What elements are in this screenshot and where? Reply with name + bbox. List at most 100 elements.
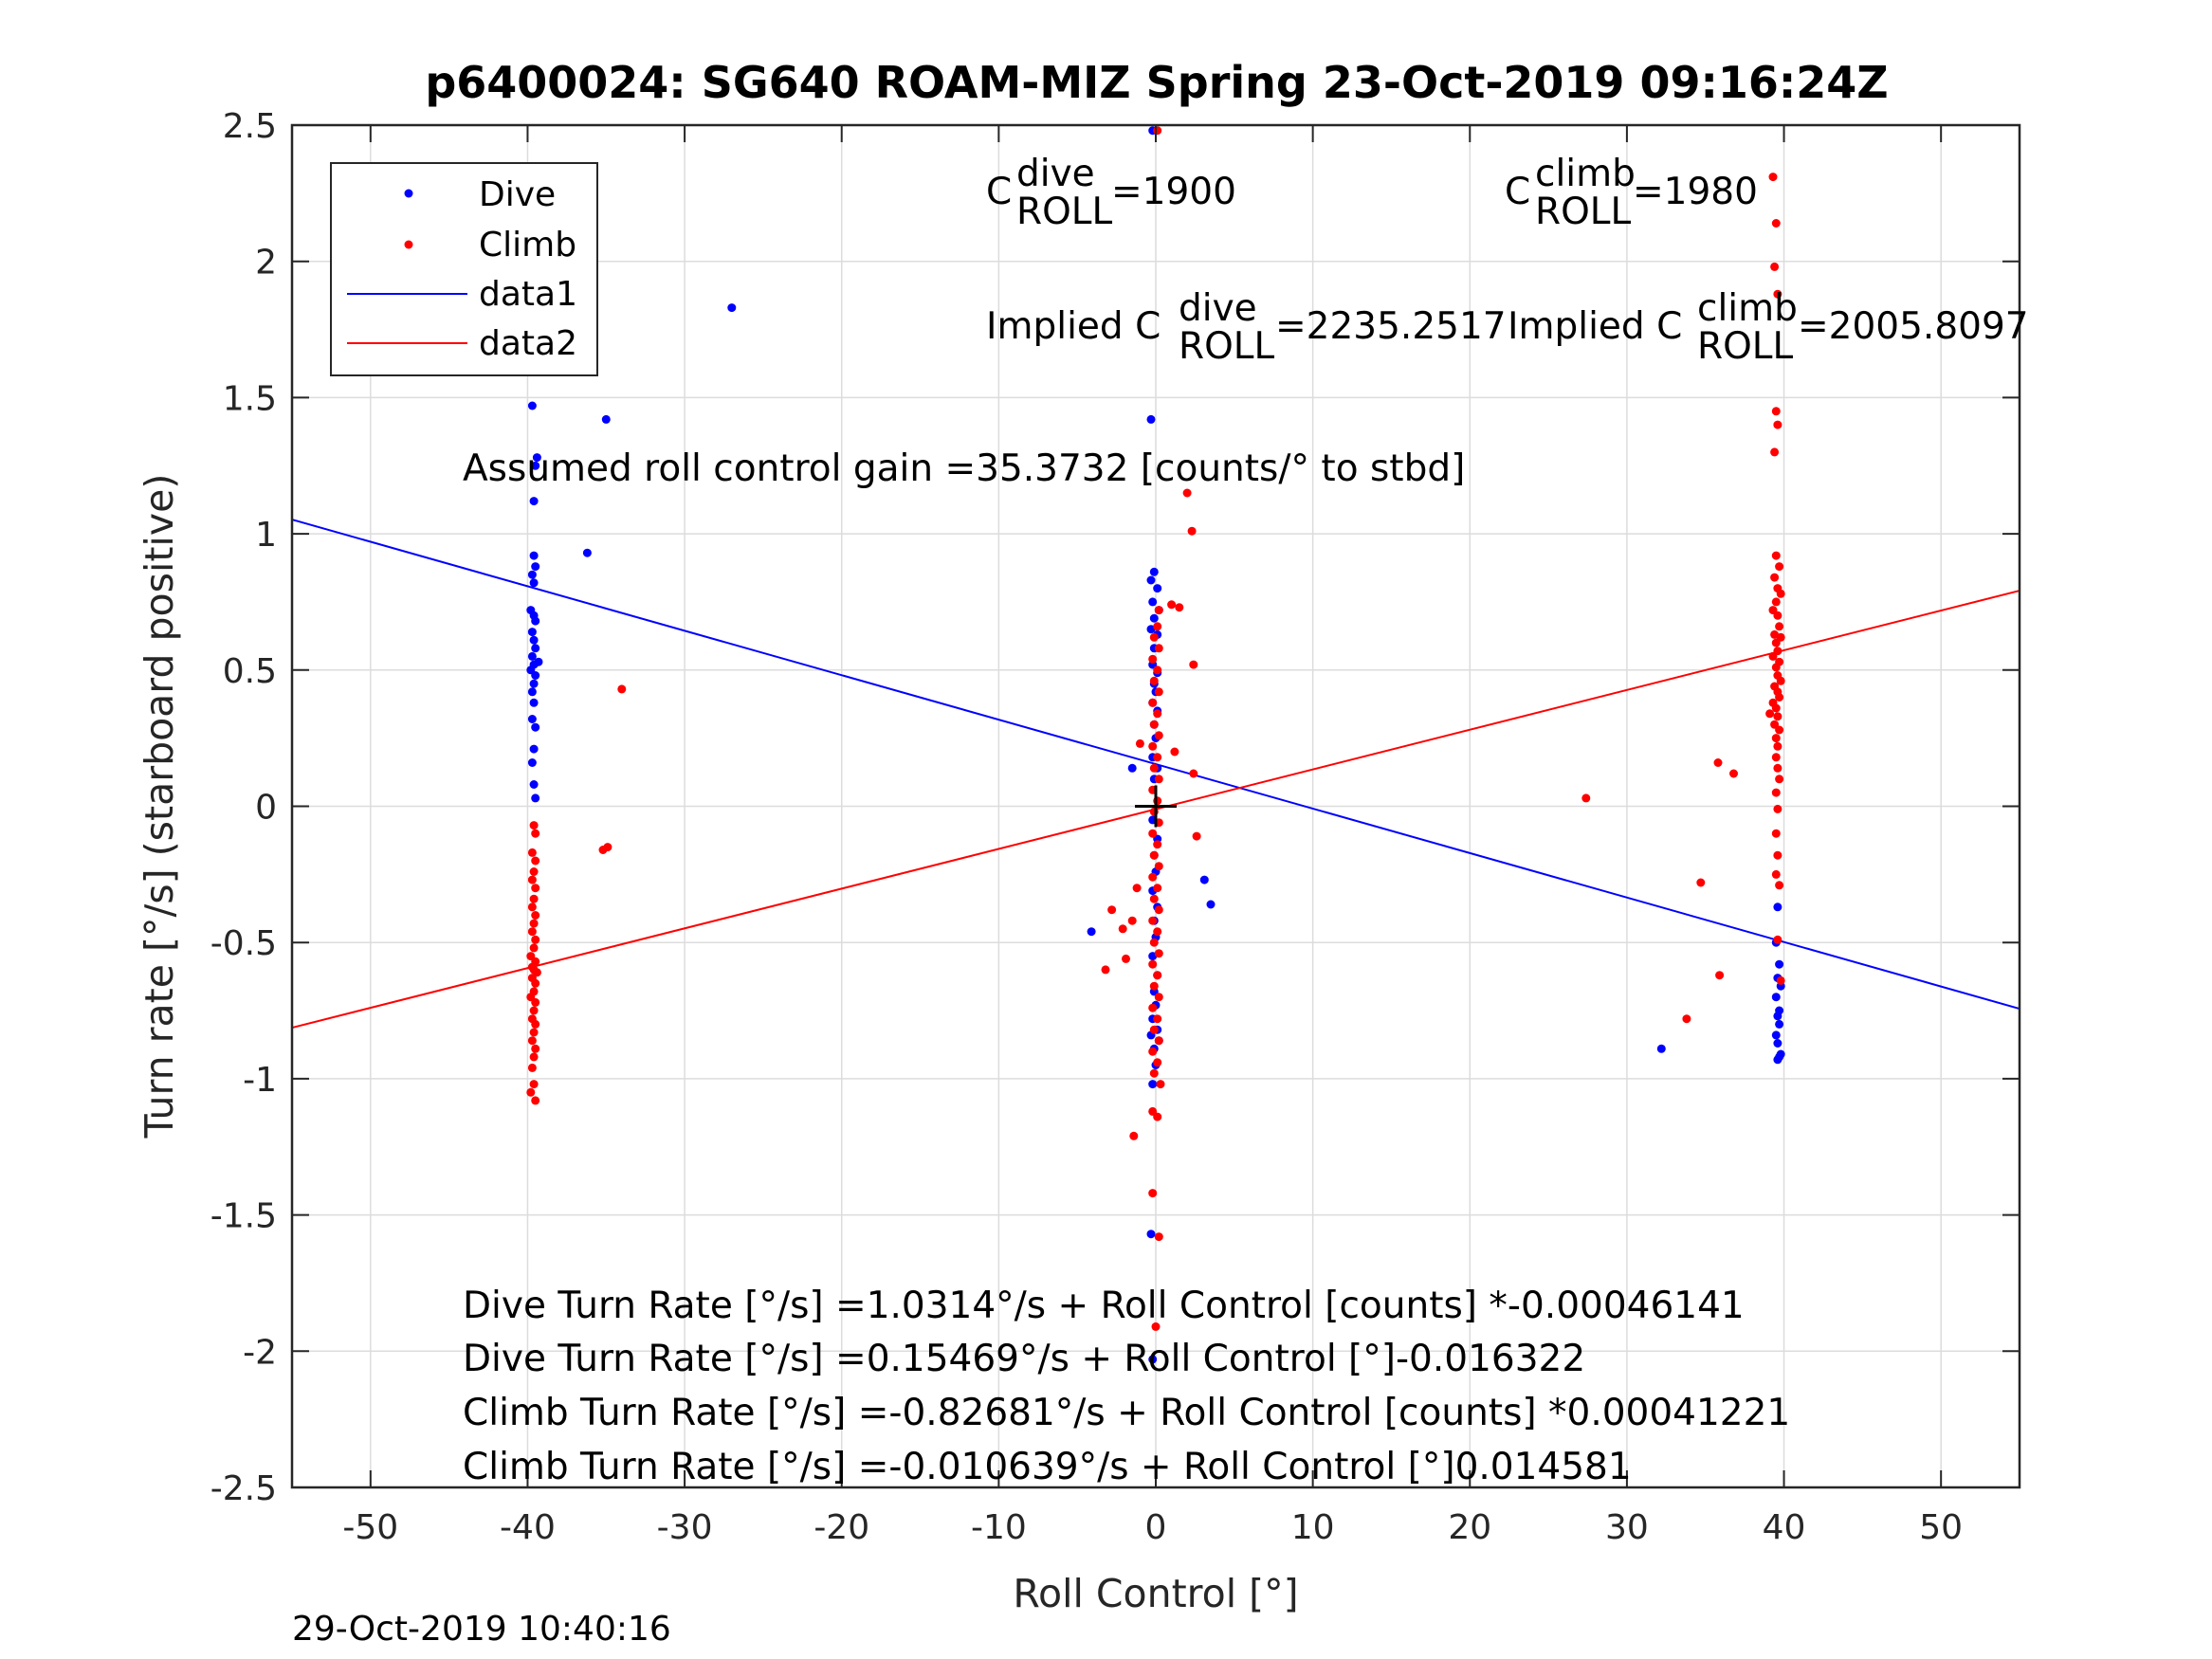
dive-point	[1775, 1052, 1784, 1062]
climb-point	[1773, 741, 1782, 751]
climb-point	[1154, 949, 1163, 958]
climb-point	[1149, 1025, 1159, 1034]
y-tick-label: 1	[255, 516, 277, 555]
y-tick-label: -2.5	[210, 1469, 277, 1508]
climb-point	[1154, 687, 1163, 697]
climb-point	[1776, 975, 1785, 985]
c-climb-sub: ROLL	[1535, 191, 1632, 233]
climb-point	[1775, 725, 1784, 735]
climb-point	[526, 1087, 536, 1097]
climb-point	[1122, 954, 1130, 963]
dive-point	[529, 780, 539, 789]
climb-point	[1154, 644, 1163, 653]
dive-point	[531, 722, 540, 732]
legend-dive-label: Dive	[479, 175, 556, 214]
climb-point	[1770, 447, 1780, 457]
climb-point	[1696, 878, 1706, 887]
center-marker	[1135, 785, 1177, 828]
timestamp: 29-Oct-2019 10:40:16	[292, 1610, 671, 1649]
climb-point	[1773, 850, 1782, 860]
dive-point	[532, 453, 541, 463]
implied-climb-annotation: Implied C climb ROLL =2005.8097	[1508, 287, 2029, 368]
climb-point	[1771, 753, 1781, 762]
dive-point	[1087, 927, 1096, 937]
dive-point	[531, 793, 540, 803]
climb-point	[529, 1006, 539, 1015]
climb-point	[1682, 1014, 1691, 1024]
climb-point	[1770, 262, 1780, 271]
dive-point	[527, 651, 537, 661]
dive-point	[601, 414, 611, 424]
climb-point	[1581, 793, 1591, 803]
climb-point	[1773, 420, 1782, 429]
dive-point	[1775, 1019, 1784, 1029]
dive-point	[1148, 1080, 1158, 1089]
dive-point	[531, 461, 540, 470]
dive-point	[529, 497, 539, 506]
climb-point	[1154, 1232, 1163, 1242]
climb-point	[1148, 872, 1158, 882]
climb-point	[531, 1044, 540, 1053]
climb-point	[527, 927, 537, 937]
dive-point	[1127, 763, 1137, 773]
climb-point	[1149, 632, 1159, 642]
climb-point	[1773, 611, 1782, 620]
climb-point	[532, 968, 541, 977]
x-tick-label: 20	[1448, 1508, 1491, 1547]
climb-point	[1148, 1106, 1158, 1116]
y-tick-label: 2.5	[223, 107, 277, 146]
dive-point	[531, 644, 540, 653]
climb-point	[531, 911, 540, 920]
climb-point	[1148, 741, 1158, 751]
implied-dive-value: =2235.2517	[1275, 305, 1507, 348]
implied-dive-annotation: Implied C dive ROLL =2235.2517	[986, 287, 1507, 368]
dive-point	[1206, 900, 1216, 909]
climb-point	[1775, 881, 1784, 890]
climb-point	[1153, 126, 1162, 136]
climb-point	[1771, 869, 1781, 879]
dive-point	[1775, 959, 1784, 969]
climb-point	[1771, 551, 1781, 560]
climb-point	[1765, 709, 1775, 719]
climb-point	[1768, 173, 1778, 182]
chart-title: p6400024: SG640 ROAM-MIZ Spring 23-Oct-2…	[425, 57, 1888, 108]
y-tick-label: -0.5	[210, 924, 277, 963]
climb-point	[1154, 905, 1163, 915]
climb-point	[1153, 709, 1162, 719]
climb-point	[531, 829, 540, 838]
climb-point	[527, 848, 537, 857]
dive-point	[529, 578, 539, 588]
climb-point	[1773, 289, 1782, 299]
dive-point	[1148, 597, 1158, 607]
climb-point	[617, 684, 627, 694]
dive-point	[527, 687, 537, 697]
legend-box	[330, 162, 598, 376]
climb-point	[1148, 654, 1158, 664]
climb-point	[1154, 1036, 1163, 1046]
climb-point	[1192, 831, 1201, 841]
climb-point	[1153, 884, 1162, 893]
climb-point	[1715, 971, 1725, 980]
y-tick-label: 0.5	[223, 652, 277, 691]
dive-point	[582, 548, 592, 557]
x-axis-label: Roll Control [°]	[1013, 1571, 1298, 1616]
x-tick-label: -50	[342, 1508, 398, 1547]
dive-point	[1199, 875, 1209, 884]
climb-point	[1187, 526, 1197, 536]
climb-point	[1771, 597, 1781, 607]
implied-dive-sup: dive	[1179, 287, 1257, 330]
x-tick-label: -10	[971, 1508, 1027, 1547]
climb-point	[531, 856, 540, 866]
x-tick-label: -30	[657, 1508, 713, 1547]
y-tick-label: -2	[243, 1333, 277, 1372]
climb-point	[1154, 731, 1163, 740]
climb-point	[1154, 993, 1163, 1002]
climb-point	[1148, 1003, 1158, 1012]
gain-annotation: Assumed roll control gain =35.3732 [coun…	[463, 447, 1465, 490]
dive-point	[529, 679, 539, 688]
x-tick-label: 0	[1145, 1508, 1167, 1547]
climb-point	[1771, 407, 1781, 416]
climb-point	[1149, 894, 1159, 903]
legend-data2-label: data2	[479, 324, 577, 363]
climb-point	[1149, 763, 1159, 773]
